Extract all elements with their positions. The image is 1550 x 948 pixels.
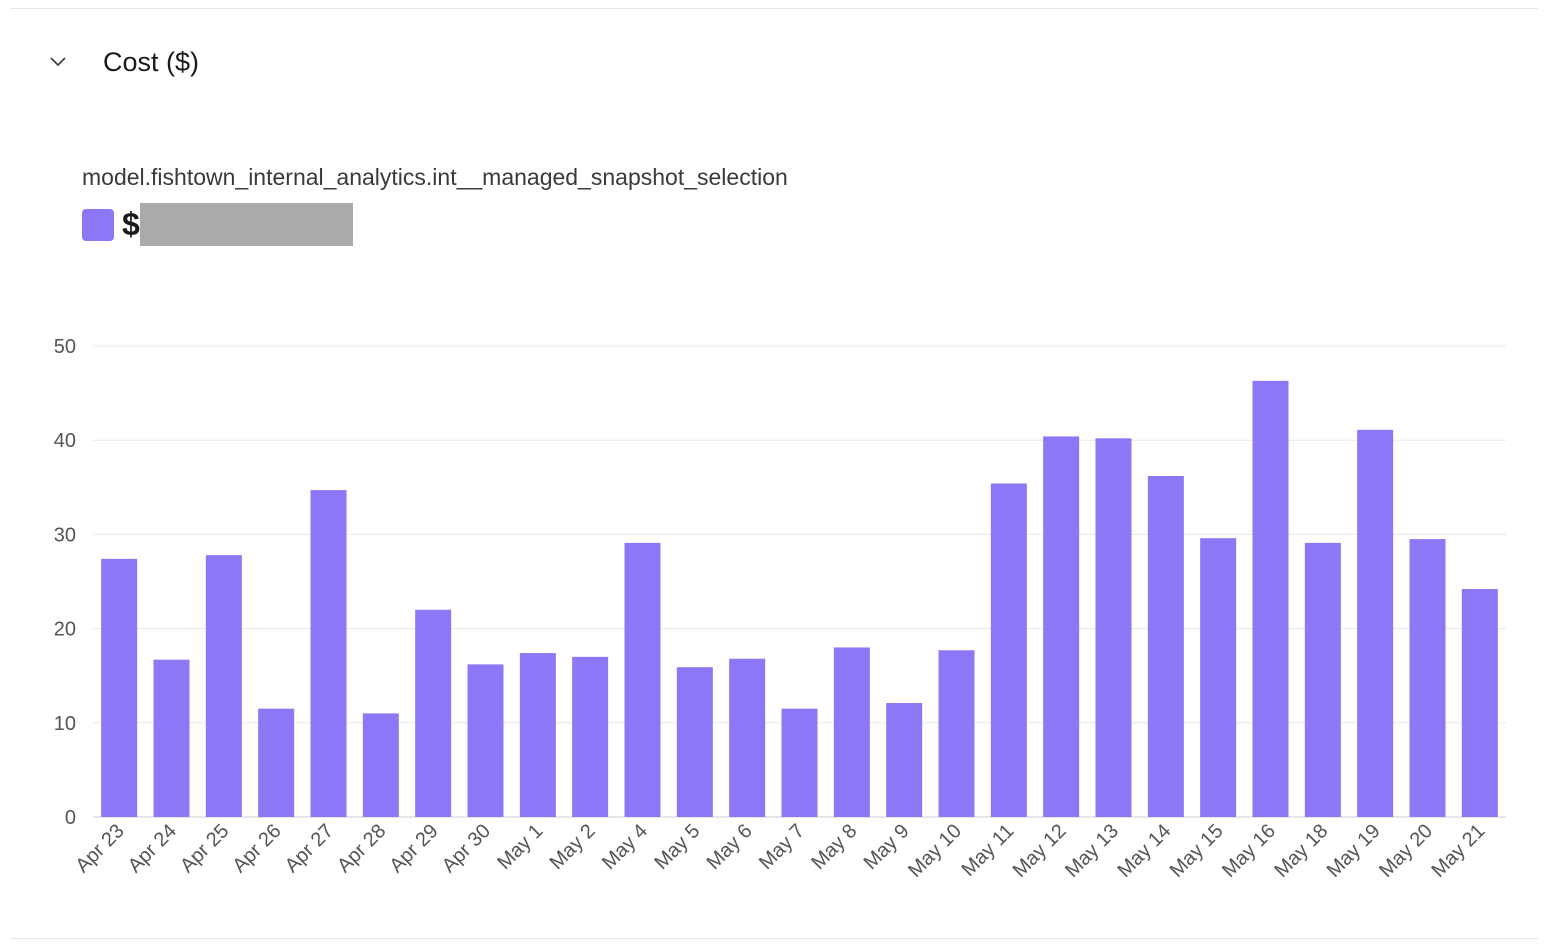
bar (1043, 436, 1080, 817)
bar (258, 708, 295, 817)
x-tick-label: May 19 (1323, 820, 1385, 882)
x-tick-label: May 1 (493, 820, 547, 874)
x-tick-label: May 20 (1375, 820, 1437, 882)
bar (886, 703, 923, 817)
x-tick-label: May 8 (807, 820, 861, 874)
bar (519, 653, 556, 817)
bar (729, 658, 766, 817)
x-tick-label: May 14 (1113, 820, 1175, 882)
bar (310, 490, 347, 817)
x-tick-label: Apr 30 (438, 820, 495, 877)
bar (153, 659, 190, 817)
y-tick-label: 10 (54, 713, 76, 735)
x-tick-label: May 10 (904, 820, 966, 882)
x-tick-label: Apr 24 (124, 820, 181, 877)
bar (572, 656, 609, 817)
x-tick-label: May 13 (1061, 820, 1123, 882)
x-tick-label: May 5 (650, 820, 704, 874)
x-tick-label: May 16 (1218, 820, 1280, 882)
bottom-divider (10, 938, 1538, 939)
bar (1304, 542, 1341, 817)
bar (362, 713, 399, 817)
bar (833, 647, 870, 817)
x-tick-label: May 18 (1270, 820, 1332, 882)
x-tick-label: Apr 23 (71, 820, 128, 877)
x-tick-label: Apr 29 (385, 820, 442, 877)
x-tick-label: May 7 (755, 820, 809, 874)
model-name: model.fishtown_internal_analytics.int__m… (82, 164, 788, 190)
y-tick-label: 20 (54, 619, 76, 641)
x-tick-label: Apr 27 (281, 820, 338, 877)
bar (676, 667, 713, 817)
bar (624, 542, 661, 817)
bar (1200, 538, 1237, 817)
x-tick-label: May 15 (1166, 820, 1228, 882)
bar (938, 650, 975, 817)
x-tick-label: Apr 25 (176, 820, 233, 877)
bar (990, 483, 1027, 817)
bar (1357, 429, 1394, 817)
bar (205, 555, 242, 817)
bar (467, 664, 504, 817)
chevron-down-icon[interactable] (48, 52, 68, 72)
section-header[interactable]: Cost ($) (48, 44, 199, 80)
bar (101, 558, 138, 817)
top-divider (10, 8, 1538, 9)
bar (1409, 539, 1446, 817)
x-tick-label: Apr 28 (333, 820, 390, 877)
redacted-value (139, 203, 353, 246)
y-tick-label: 40 (54, 430, 76, 452)
legend-swatch (82, 208, 114, 241)
x-tick-label: May 6 (703, 820, 757, 874)
bar (1095, 438, 1132, 817)
x-tick-label: Apr 26 (228, 820, 285, 877)
section-title: Cost ($) (103, 46, 200, 77)
bar (781, 708, 818, 817)
x-tick-label: May 12 (1009, 820, 1071, 882)
y-tick-label: 0 (65, 807, 76, 829)
bar (1252, 380, 1289, 817)
legend-value: $ (122, 206, 140, 242)
legend: $ (82, 203, 353, 246)
bar (415, 609, 452, 817)
y-tick-label: 50 (54, 336, 76, 358)
bar (1461, 589, 1498, 817)
bar (1147, 475, 1184, 817)
x-tick-label: May 21 (1427, 820, 1489, 882)
x-tick-label: May 2 (546, 820, 600, 874)
x-tick-label: May 11 (957, 820, 1018, 881)
y-tick-label: 30 (54, 524, 76, 546)
x-tick-label: May 4 (598, 820, 652, 874)
